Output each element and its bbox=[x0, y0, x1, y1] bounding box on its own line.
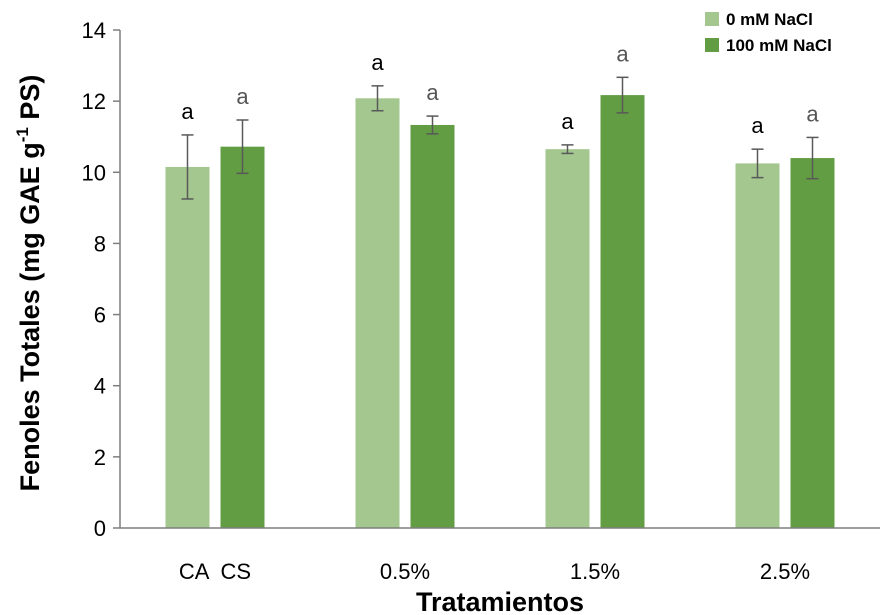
significance-label: a bbox=[751, 113, 764, 138]
y-tick-label: 6 bbox=[94, 303, 106, 328]
y-axis: 0 2 4 6 8 10 12 14 bbox=[82, 18, 121, 541]
y-tick-label: 14 bbox=[82, 18, 106, 43]
y-axis-title-end: PS) bbox=[15, 75, 45, 128]
y-tick-label: 0 bbox=[94, 516, 106, 541]
y-axis-title-main: Fenoles Totales (mg GAE g bbox=[15, 142, 45, 491]
legend-label: 0 mM NaCl bbox=[726, 10, 813, 29]
significance-label: a bbox=[806, 101, 819, 126]
y-axis-title: Fenoles Totales (mg GAE g-1 PS) bbox=[13, 75, 45, 492]
significance-label: a bbox=[236, 84, 249, 109]
x-tick-label: CA CS bbox=[179, 559, 251, 584]
x-axis: CA CS 0.5% 1.5% 2.5% bbox=[120, 527, 880, 584]
legend-label: 100 mM NaCl bbox=[726, 36, 832, 55]
significance-label: a bbox=[181, 99, 194, 124]
legend-swatch bbox=[705, 38, 719, 52]
bars: a a a a a a a a bbox=[165, 41, 835, 529]
y-tick-label: 4 bbox=[94, 374, 106, 399]
significance-label: a bbox=[371, 50, 384, 75]
significance-label: a bbox=[561, 109, 574, 134]
bar bbox=[220, 146, 265, 528]
bar bbox=[790, 158, 835, 529]
y-tick-label: 12 bbox=[82, 89, 106, 114]
bar bbox=[545, 149, 590, 528]
y-tick-label: 2 bbox=[94, 445, 106, 470]
legend-swatch bbox=[705, 12, 719, 26]
bar bbox=[165, 166, 210, 528]
significance-label: a bbox=[616, 41, 629, 66]
bar bbox=[410, 124, 455, 529]
significance-label: a bbox=[426, 80, 439, 105]
bar bbox=[355, 98, 400, 528]
x-axis-title: Tratamientos bbox=[416, 587, 584, 615]
x-tick-label: 0.5% bbox=[380, 559, 430, 584]
bar bbox=[600, 95, 645, 529]
bar bbox=[735, 163, 780, 528]
x-tick-label: 2.5% bbox=[760, 559, 810, 584]
y-tick-label: 8 bbox=[94, 231, 106, 256]
y-tick-label: 10 bbox=[82, 160, 106, 185]
legend: 0 mM NaCl 100 mM NaCl bbox=[705, 10, 832, 55]
y-axis-title-superscript: -1 bbox=[13, 127, 32, 142]
x-tick-label: 1.5% bbox=[570, 559, 620, 584]
